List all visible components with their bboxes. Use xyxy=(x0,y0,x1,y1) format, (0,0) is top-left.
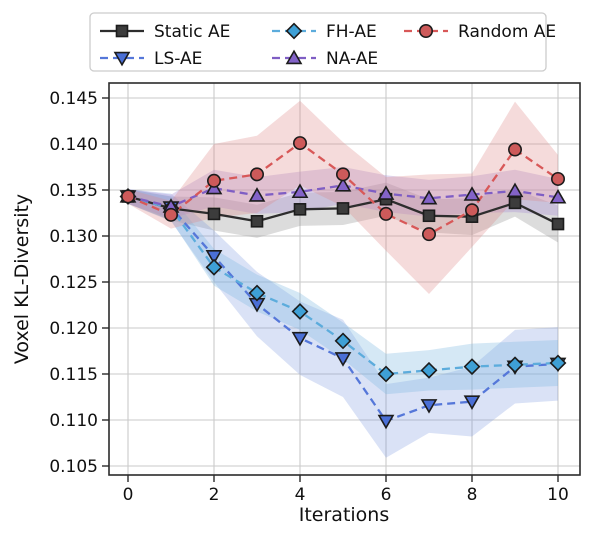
x-tick-label-6: 6 xyxy=(381,485,392,505)
x-axis-label: Iterations xyxy=(299,504,390,526)
marker-static-ae-x7 xyxy=(422,209,436,223)
marker-ls-ae-x6 xyxy=(377,414,395,430)
legend-marker-na-ae xyxy=(285,49,303,65)
marker-na-ae-x3 xyxy=(248,187,266,202)
legend-marker-ls-ae xyxy=(113,51,131,67)
y-tick-label-0.105: 0.105 xyxy=(49,457,98,477)
y-tick-label-0.125: 0.125 xyxy=(49,273,98,293)
marker-fh-ae-x6 xyxy=(377,365,395,383)
marker-random-ae-x9 xyxy=(507,142,522,157)
marker-na-ae-x6 xyxy=(377,185,395,200)
confidence-bands xyxy=(128,100,558,458)
marker-ls-ae-x7 xyxy=(420,399,438,414)
marker-random-ae-x5 xyxy=(335,167,350,182)
marker-random-ae-x7 xyxy=(421,227,436,242)
x-tick-label-8: 8 xyxy=(467,485,478,505)
band-na-ae xyxy=(128,167,558,219)
band-random-ae xyxy=(128,100,558,294)
y-tick-label-0.140: 0.140 xyxy=(49,135,98,155)
marker-na-ae-x9 xyxy=(506,182,524,198)
marker-random-ae-x10 xyxy=(550,171,565,186)
marker-static-ae-x10 xyxy=(551,217,565,231)
legend-item-random-ae: Random AE xyxy=(404,22,556,42)
marker-na-ae-x5 xyxy=(334,176,352,192)
legend-item-na-ae: NA-AE xyxy=(272,49,378,69)
legend-item-ls-ae: LS-AE xyxy=(100,49,202,69)
y-tick-label-0.135: 0.135 xyxy=(49,181,98,201)
axes-spines xyxy=(108,82,581,476)
x-tick-label-2: 2 xyxy=(209,485,220,505)
marker-random-ae-x6 xyxy=(378,206,393,221)
legend-item-static-ae: Static AE xyxy=(100,22,230,42)
marker-static-ae-x9 xyxy=(508,196,522,210)
y-tick-label-0.110: 0.110 xyxy=(49,411,98,431)
y-tick-label-0.120: 0.120 xyxy=(49,319,98,339)
marker-fh-ae-x8 xyxy=(463,358,481,376)
marker-fh-ae-x9 xyxy=(506,356,524,374)
x-tick-label-10: 10 xyxy=(547,485,569,505)
marker-fh-ae-x2 xyxy=(205,258,223,276)
y-tick-label-0.145: 0.145 xyxy=(49,89,98,109)
marker-na-ae-x4 xyxy=(291,183,309,199)
marker-random-ae-x0 xyxy=(121,189,136,204)
legend-item-fh-ae: FH-AE xyxy=(272,22,377,42)
marker-fh-ae-x5 xyxy=(334,332,352,350)
legend-label-fh-ae: FH-AE xyxy=(326,22,377,42)
marker-random-ae-x1 xyxy=(164,207,179,222)
legend-label-random-ae: Random AE xyxy=(458,22,556,42)
marker-static-ae-x2 xyxy=(207,207,221,221)
legend-marker-fh-ae xyxy=(285,22,303,40)
marker-fh-ae-x4 xyxy=(291,303,309,320)
legend-marker-static-ae xyxy=(115,24,129,38)
marker-ls-ae-x5 xyxy=(334,352,352,367)
tick-marks xyxy=(102,97,559,482)
y-tick-label-0.130: 0.130 xyxy=(49,227,98,247)
tick-labels: 0.105 0.110 0.115 0.120 0.125 0.130 0.135 0.140… xyxy=(49,89,568,505)
marker-na-ae-x8 xyxy=(463,186,481,201)
marker-fh-ae-x10 xyxy=(549,354,567,372)
marker-random-ae-x4 xyxy=(292,136,307,151)
y-axis-label: Voxel KL-Diversity xyxy=(11,194,33,364)
marker-random-ae-x8 xyxy=(464,203,479,218)
marker-random-ae-x3 xyxy=(250,167,265,182)
marker-static-ae-x5 xyxy=(336,202,350,215)
marker-na-ae-x7 xyxy=(420,189,438,205)
legend: Static AE LS-AE FH-AE NA-AE Random AE xyxy=(89,12,556,72)
marker-ls-ae-x8 xyxy=(463,395,481,411)
x-tick-label-0: 0 xyxy=(123,485,134,505)
marker-random-ae-x2 xyxy=(207,173,222,188)
legend-label-ls-ae: LS-AE xyxy=(154,49,202,69)
marker-static-ae-x3 xyxy=(250,214,264,228)
marker-static-ae-x4 xyxy=(293,203,307,216)
marker-fh-ae-x7 xyxy=(420,361,438,379)
x-tick-label-4: 4 xyxy=(295,485,306,505)
legend-label-na-ae: NA-AE xyxy=(326,49,378,69)
band-ls-ae xyxy=(128,189,558,458)
marker-ls-ae-x2 xyxy=(205,250,223,265)
legend-label-static-ae: Static AE xyxy=(154,22,230,42)
legend-marker-random-ae xyxy=(418,23,433,38)
marker-fh-ae-x3 xyxy=(248,284,266,302)
marker-ls-ae-x4 xyxy=(291,331,309,347)
marker-na-ae-x10 xyxy=(549,188,567,204)
series-markers xyxy=(119,136,567,430)
plot-border xyxy=(108,82,581,476)
y-tick-label-0.115: 0.115 xyxy=(49,365,98,385)
